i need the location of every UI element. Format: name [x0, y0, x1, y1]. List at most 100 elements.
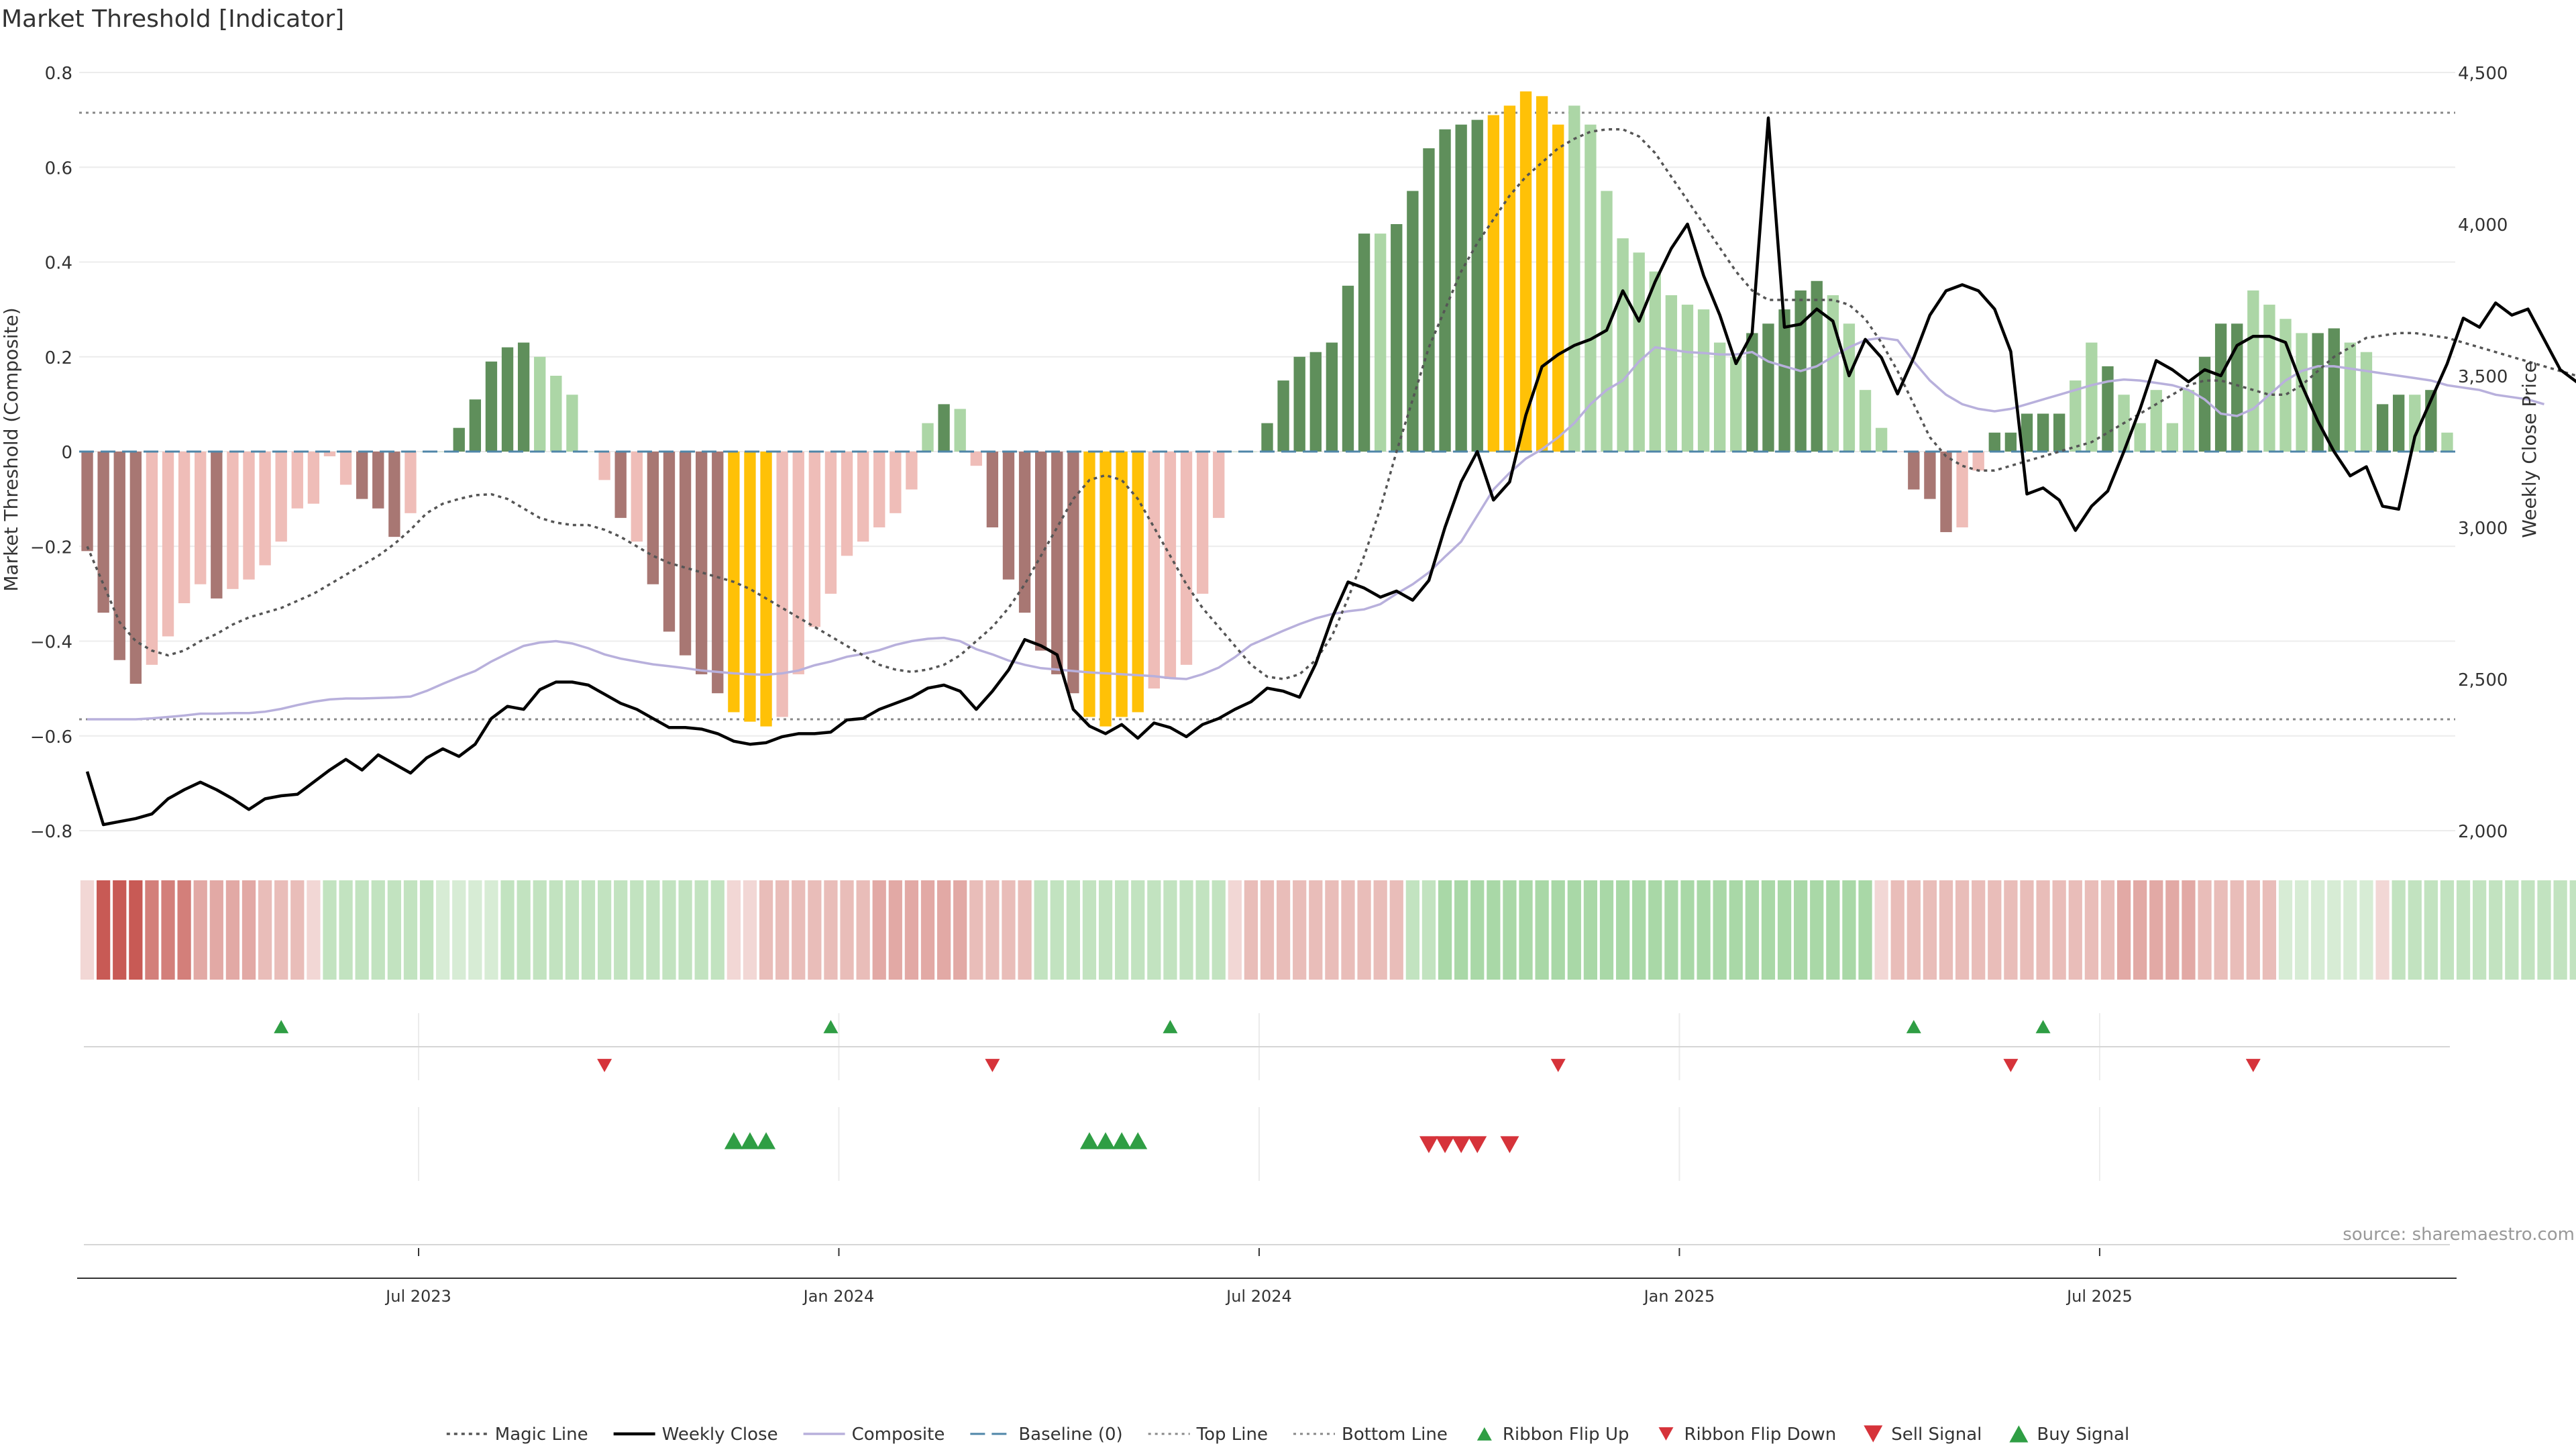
- ribbon-cell: [1826, 880, 1840, 980]
- ribbon-cell: [1309, 880, 1323, 980]
- ribbon-cell: [2327, 880, 2341, 980]
- composite-bar: [2102, 366, 2114, 452]
- ribbon-cell: [2246, 880, 2260, 980]
- ribbon-cell: [2165, 880, 2180, 980]
- ribbon-cell: [2230, 880, 2244, 980]
- ribbon-cell: [775, 880, 790, 980]
- ribbon-cell: [985, 880, 1000, 980]
- legend-label: Baseline (0): [1018, 1424, 1122, 1445]
- y-tick-label: 0.4: [45, 254, 72, 274]
- y2-axis-label: Weekly Close Price: [2518, 361, 2540, 537]
- composite-bar: [2328, 328, 2340, 452]
- composite-bar: [339, 452, 352, 485]
- ribbon-cell: [2359, 880, 2373, 980]
- ribbon-flip-down-marker: [2245, 1059, 2261, 1072]
- composite-bar: [2360, 352, 2373, 452]
- ribbon-cell: [2214, 880, 2228, 980]
- composite-bar: [1099, 452, 1112, 727]
- composite-bar: [1601, 191, 1613, 452]
- composite-bar: [453, 427, 465, 452]
- ribbon-cell: [565, 880, 580, 980]
- composite-bar: [1132, 452, 1144, 713]
- ribbon-cell: [2424, 880, 2438, 980]
- composite-bar: [1585, 124, 1597, 452]
- composite-bar: [1277, 380, 1289, 452]
- ribbon-cell: [1066, 880, 1080, 980]
- ribbon-cell: [2489, 880, 2503, 980]
- ribbon-cell: [2505, 880, 2519, 980]
- ribbon-cell: [904, 880, 919, 980]
- legend-label: Ribbon Flip Up: [1503, 1424, 1629, 1445]
- composite-bar: [906, 452, 918, 490]
- ribbon-cell: [1729, 880, 1743, 980]
- ribbon-cell: [2084, 880, 2098, 980]
- ribbon-cell: [1293, 880, 1307, 980]
- composite-bar: [2086, 342, 2098, 452]
- composite-bar: [405, 452, 417, 513]
- ribbon-cell: [1858, 880, 1872, 980]
- ribbon-cell: [1163, 880, 1177, 980]
- ribbon-cell: [2278, 880, 2293, 980]
- buy-signal-marker: [740, 1132, 759, 1149]
- ribbon-cell: [1842, 880, 1856, 980]
- buy-signal-marker: [724, 1132, 743, 1149]
- composite-bar: [2376, 404, 2389, 452]
- ribbon-cell: [840, 880, 854, 980]
- ribbon-cell: [419, 880, 434, 980]
- ribbon-cell: [274, 880, 288, 980]
- ribbon-cell: [1341, 880, 1355, 980]
- ribbon-cell: [339, 880, 353, 980]
- composite-bar: [1649, 271, 1661, 452]
- ribbon-cell: [307, 880, 321, 980]
- composite-bar: [1374, 234, 1387, 452]
- composite-bar: [307, 452, 320, 504]
- legend-label: Composite: [852, 1424, 945, 1445]
- legend-item: Weekly Close: [613, 1424, 778, 1445]
- ribbon-flip-up-marker: [274, 1020, 289, 1033]
- ribbon-cell: [1276, 880, 1291, 980]
- legend-label: Sell Signal: [1891, 1424, 1982, 1445]
- composite-bar: [808, 452, 821, 627]
- ribbon-cell: [2440, 880, 2455, 980]
- ribbon-cell: [1244, 880, 1258, 980]
- ribbon-cell: [727, 880, 741, 980]
- x-tick-label: Jul 2023: [384, 1287, 451, 1306]
- ribbon-cell: [1421, 880, 1436, 980]
- composite-bar: [388, 452, 400, 537]
- composite-bar: [81, 452, 93, 552]
- ribbon-cell: [1503, 880, 1517, 980]
- composite-bar: [1455, 124, 1467, 452]
- ribbon-cell: [2068, 880, 2082, 980]
- composite-bar: [1713, 342, 1726, 452]
- lines-layer: [79, 116, 2576, 827]
- ribbon-cell: [1535, 880, 1549, 980]
- ribbon-cell: [1389, 880, 1403, 980]
- composite-line: [87, 336, 2544, 721]
- y-tick-label: 0: [61, 443, 72, 463]
- composite-bar: [1859, 390, 1872, 452]
- composite-bar: [2021, 413, 2033, 452]
- x-tick-label: Jan 2025: [1643, 1287, 1715, 1306]
- ribbon-cell: [2553, 880, 2567, 980]
- ribbon-cell: [1615, 880, 1630, 980]
- ribbon-cell: [1195, 880, 1210, 980]
- legend-label: Buy Signal: [2037, 1424, 2129, 1445]
- ribbon-cell: [549, 880, 563, 980]
- composite-bar: [2344, 342, 2357, 452]
- ribbon-cell: [258, 880, 272, 980]
- ribbon-cell: [533, 880, 547, 980]
- composite-bar: [598, 452, 610, 480]
- y-tick-label: −0.8: [30, 822, 72, 842]
- y2-tick-label: 4,500: [2458, 64, 2508, 84]
- ribbon-cell: [581, 880, 596, 980]
- composite-bar: [922, 423, 934, 452]
- composite-bar: [744, 452, 756, 722]
- composite-bar: [227, 452, 239, 589]
- legend-item: Baseline (0): [970, 1424, 1123, 1445]
- ribbon-cell: [1487, 880, 1501, 980]
- composite-bar: [938, 404, 950, 452]
- ribbon-cell: [1680, 880, 1695, 980]
- ribbon-cell: [2036, 880, 2050, 980]
